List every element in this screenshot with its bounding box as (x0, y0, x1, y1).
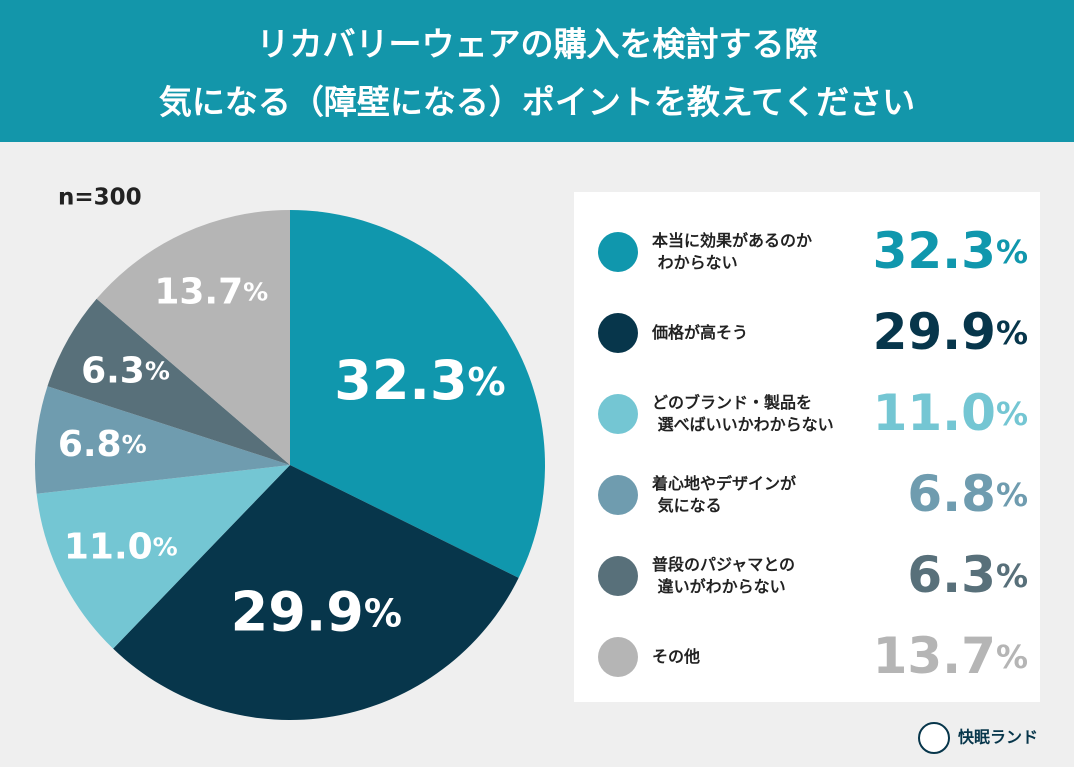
slice-label: 6.8% (58, 424, 147, 465)
legend-value: 6.3% (907, 546, 1028, 604)
sample-size: n=300 (58, 185, 142, 211)
legend-label: その他 (652, 647, 700, 666)
pie-slice (96, 210, 291, 465)
legend-label: どのブランド・製品を 選べばいいかわからない (652, 393, 834, 434)
slice-label: 32.3% (334, 349, 505, 412)
legend-value: 32.3% (873, 222, 1028, 280)
legend-swatch (598, 232, 638, 272)
legend-swatch (598, 556, 638, 596)
legend-label: 着心地やデザインが 気になる (651, 474, 796, 515)
legend-swatch (598, 637, 638, 677)
legend-label: 本当に効果があるのか わからない (652, 231, 812, 272)
chart-title: 気になる（障壁になる）ポイントを教えてください (159, 83, 915, 122)
slice-label: 6.3% (81, 351, 170, 392)
pie-slice (113, 465, 519, 721)
legend-swatch (598, 313, 638, 353)
legend-box (574, 192, 1040, 702)
legend-label: 価格が高そう (651, 323, 748, 342)
legend-value: 29.9% (873, 303, 1028, 361)
legend-swatch (598, 394, 638, 434)
legend-value: 6.8% (907, 465, 1028, 523)
brand-logo (918, 722, 950, 754)
legend-value: 11.0% (873, 384, 1028, 442)
pie-slice (47, 298, 290, 465)
slice-label: 13.7% (154, 272, 268, 313)
legend-value: 13.7% (873, 627, 1028, 685)
chart-title: リカバリーウェアの購入を検討する際 (257, 25, 818, 64)
slice-label: 29.9% (231, 580, 402, 643)
pie-slice (35, 386, 291, 494)
slice-label: 11.0% (64, 527, 178, 568)
legend-swatch (598, 475, 638, 515)
legend-label: 普段のパジャマとの 違いがわからない (652, 555, 795, 596)
pie-slice (36, 465, 290, 649)
header-band (0, 0, 1074, 142)
brand-name: 快眠ランド (958, 728, 1038, 747)
pie-slice (290, 210, 546, 578)
